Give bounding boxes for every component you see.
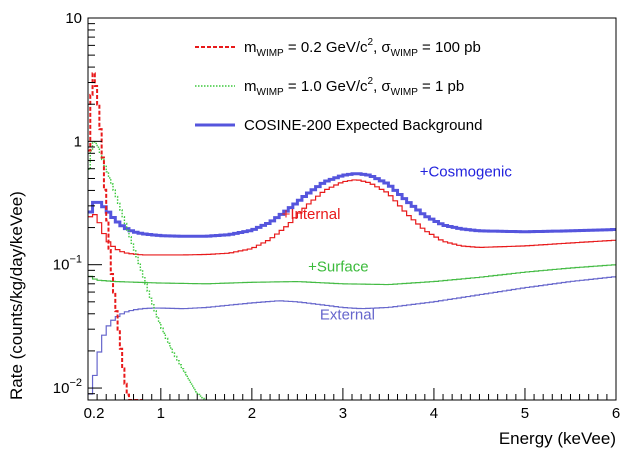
- series-line-total: [88, 172, 616, 238]
- legend-label-total: COSINE-200 Expected Background: [244, 117, 482, 134]
- x-tick-label: 2: [248, 405, 256, 422]
- x-tick-label: 5: [521, 405, 529, 422]
- annotation-label: +Cosmogenic: [420, 163, 513, 180]
- x-tick-label: 3: [339, 405, 347, 422]
- series-line-external: [88, 276, 616, 395]
- legend: mWIMP = 0.2 GeV/c2, σWIMP = 100 pb mWIMP …: [195, 37, 482, 134]
- annotation-label: External: [320, 306, 375, 323]
- legend-label-wimp10: mWIMP = 1.0 GeV/c2, σWIMP = 1 pb: [244, 76, 464, 98]
- y-tick-label: 1: [74, 133, 82, 150]
- y-tick-label: 10−1: [53, 254, 82, 274]
- series-line-wimp02: [88, 72, 143, 400]
- y-axis: 10−2 10−1 1 10: [53, 10, 102, 401]
- x-tick-label: 0.2: [84, 405, 105, 422]
- legend-label-wimp02: mWIMP = 0.2 GeV/c2, σWIMP = 100 pb: [244, 37, 481, 59]
- x-tick-label: 1: [157, 405, 165, 422]
- annotation-label: +Internal: [282, 206, 341, 223]
- x-axis: 0.2 1 2 3 4 5 6: [84, 388, 620, 422]
- annotation-label: +Surface: [308, 259, 368, 276]
- y-axis-title: Rate (counts/kg/day/keVee): [7, 191, 26, 400]
- series-line-internal: [88, 179, 616, 256]
- x-axis-title: Energy (keVee): [499, 429, 616, 448]
- annotations: +Cosmogenic +Internal +Surface External: [282, 163, 513, 323]
- y-tick-label: 10−2: [53, 377, 82, 397]
- series-layer: [88, 72, 616, 400]
- x-tick-label: 6: [612, 405, 620, 422]
- y-tick-label: 10: [65, 10, 82, 27]
- series-line-surface: [88, 264, 616, 286]
- x-tick-label: 4: [430, 405, 438, 422]
- series-line-wimp10: [88, 141, 207, 400]
- plot-area: [88, 72, 616, 400]
